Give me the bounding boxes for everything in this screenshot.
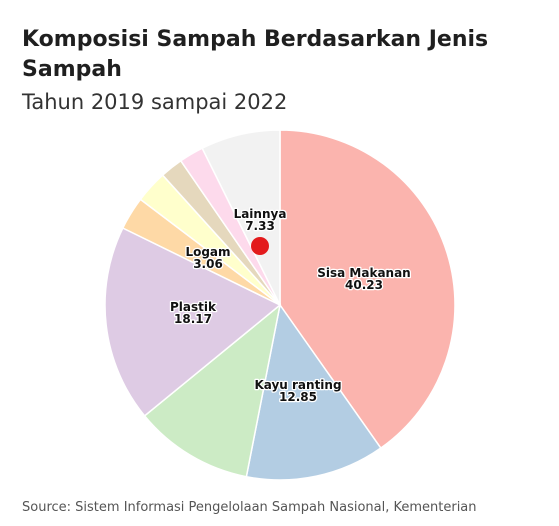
- slice-value-sisa-makanan: 40.23: [345, 278, 383, 292]
- pie-slice-lainnya: [201, 129, 281, 306]
- highlight-marker: [251, 237, 269, 255]
- slice-label-logam: Logam: [185, 245, 230, 259]
- chart-subtitle: Tahun 2019 sampai 2022: [22, 90, 288, 114]
- chart-source: Source: Sistem Informasi Pengelolaan Sam…: [22, 500, 477, 515]
- slice-label-kayu-ranting: Kayu ranting: [254, 378, 341, 392]
- pie-slice-sisa-makanan: [279, 129, 456, 450]
- chart-title: Komposisi Sampah Berdasarkan Jenis Sampa…: [22, 27, 489, 82]
- slice-label-lainnya: Lainnya: [234, 207, 287, 221]
- slice-label-plastik: Plastik: [170, 300, 217, 314]
- slice-value-lainnya: 7.33: [245, 219, 275, 233]
- slice-value-plastik: 18.17: [174, 312, 212, 326]
- slice-value-logam: 3.06: [193, 257, 223, 271]
- slice-value-kayu-ranting: 12.85: [279, 390, 317, 404]
- pie-slice-kayu-ranting: [245, 303, 382, 481]
- slice-label-sisa-makanan: Sisa Makanan: [317, 266, 410, 280]
- pie-slice-plastik: [104, 227, 282, 417]
- pie-slice-unlabeled-2: [143, 303, 282, 478]
